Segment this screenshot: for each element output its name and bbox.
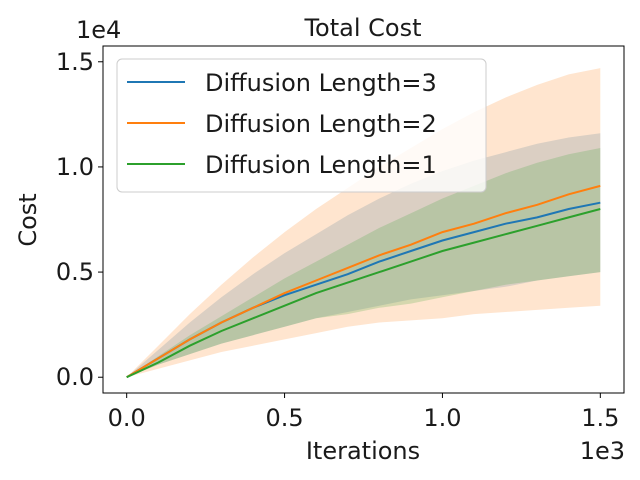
y-tick-label: 0.0: [56, 363, 94, 391]
y-offset-label: 1e4: [76, 16, 121, 44]
x-offset-label: 1e3: [580, 437, 625, 465]
x-tick-label: 1.0: [423, 404, 461, 432]
plot-frame: [102, 45, 625, 394]
chart-title: Total Cost: [303, 14, 421, 42]
y-tick-label: 0.5: [56, 258, 94, 286]
legend-label-series-3: Diffusion Length=1: [205, 151, 437, 179]
legend: Diffusion Length=3 Diffusion Length=2 Diff…: [116, 58, 487, 193]
legend-label-series-1: Diffusion Length=3: [205, 69, 437, 97]
legend-box: [116, 58, 487, 193]
y-axis-title: Cost: [14, 193, 42, 246]
x-axis-ticks: 0.0 0.5 1.0 1.5: [108, 393, 619, 432]
x-tick-label: 0.5: [265, 404, 303, 432]
y-tick-label: 1.5: [56, 48, 94, 76]
line-series-2: [126, 184, 601, 379]
line-series-3: [126, 208, 601, 379]
y-tick-label: 1.0: [56, 153, 94, 181]
x-axis-title: Iterations: [306, 437, 420, 465]
y-axis-ticks: 0.0 0.5 1.0 1.5: [56, 48, 103, 391]
series-lines: [126, 184, 601, 379]
x-tick-label: 0.0: [108, 404, 146, 432]
x-tick-label: 1.5: [581, 404, 619, 432]
band-series-1: [126, 133, 601, 378]
legend-label-series-2: Diffusion Length=2: [205, 110, 437, 138]
